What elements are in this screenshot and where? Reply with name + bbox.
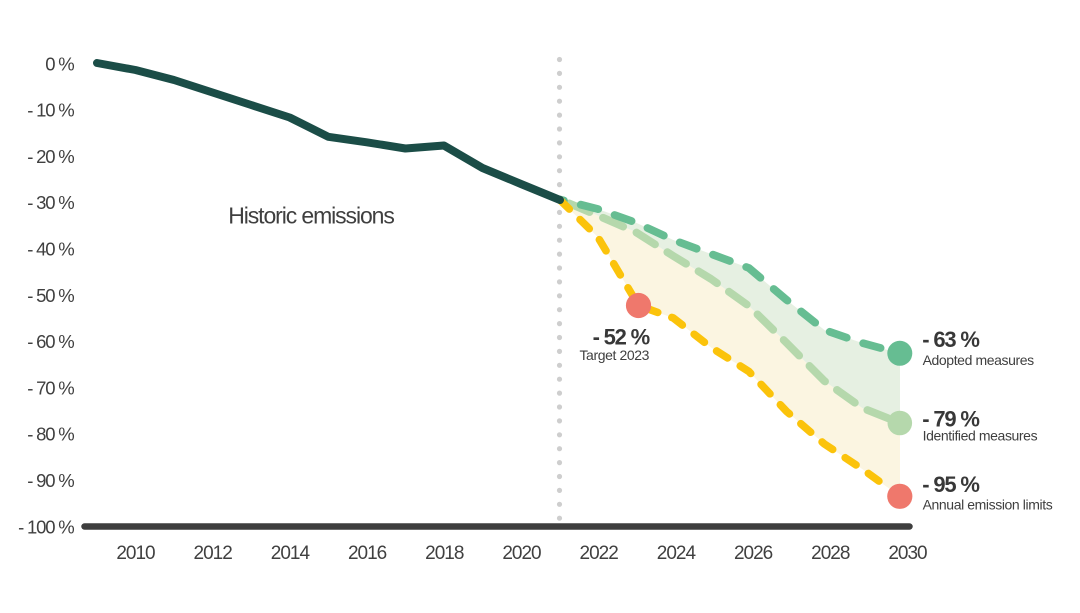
svg-text:Historic emissions: Historic emissions [228,202,394,228]
svg-text:- 40 %: - 40 % [27,239,74,260]
svg-text:Target 2023: Target 2023 [579,347,649,363]
svg-text:- 100 %: - 100 % [18,516,74,537]
svg-text:- 20 %: - 20 % [27,146,74,167]
svg-text:- 30 %: - 30 % [27,192,74,213]
svg-text:Identified measures: Identified measures [923,428,1038,444]
svg-text:2030: 2030 [888,543,927,564]
svg-text:2020: 2020 [502,543,541,564]
svg-text:2012: 2012 [194,543,233,564]
svg-text:- 60 %: - 60 % [27,331,74,352]
svg-text:0 %: 0 % [45,53,74,74]
svg-text:2018: 2018 [425,543,464,564]
svg-text:2016: 2016 [348,543,387,564]
svg-text:- 63 %: - 63 % [922,327,979,352]
svg-text:- 90 %: - 90 % [27,470,74,491]
svg-text:2022: 2022 [580,543,619,564]
svg-text:2026: 2026 [734,543,773,564]
svg-text:2028: 2028 [811,543,850,564]
svg-text:- 52 %: - 52 % [593,324,650,349]
svg-text:2024: 2024 [657,543,697,564]
svg-text:- 95 %: - 95 % [922,472,979,497]
svg-text:- 70 %: - 70 % [27,377,74,398]
svg-text:- 80 %: - 80 % [27,424,74,445]
svg-text:Adopted measures: Adopted measures [923,352,1035,368]
svg-text:- 50 %: - 50 % [27,285,74,306]
svg-text:2014: 2014 [271,543,311,564]
svg-text:- 10 %: - 10 % [27,100,74,121]
svg-text:- 79 %: - 79 % [922,406,979,431]
svg-text:Annual emission limits: Annual emission limits [923,497,1053,513]
svg-text:2010: 2010 [116,543,155,564]
